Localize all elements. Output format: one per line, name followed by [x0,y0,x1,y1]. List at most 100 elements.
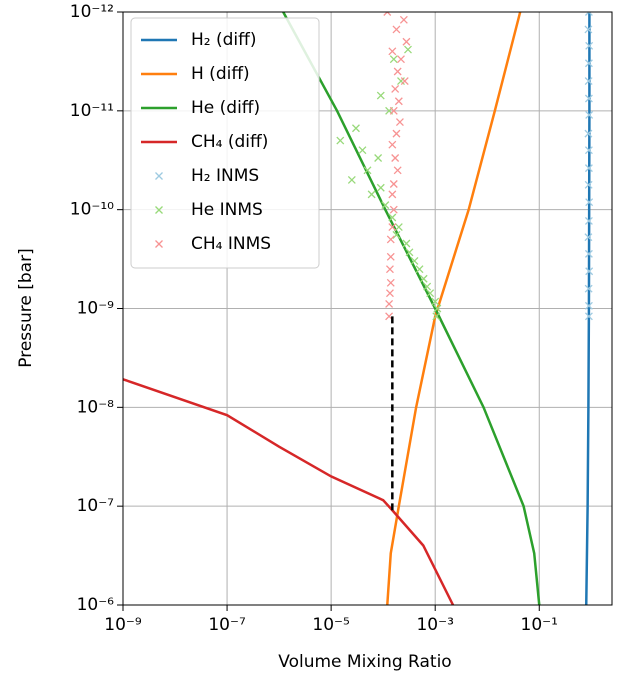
marker-stroke [584,312,593,321]
marker [385,289,394,298]
marker-stroke [433,304,442,313]
marker-stroke [389,205,398,214]
marker-stroke [584,180,593,189]
marker [155,206,163,214]
legend-label: H (diff) [191,64,250,84]
marker [584,233,593,242]
x-tick-label: 10⁻⁷ [208,615,246,635]
marker-stroke [389,55,398,64]
line [282,12,541,605]
marker-stroke [393,166,402,175]
y-tick-label: 10⁻⁷ [77,496,115,516]
marker [388,47,397,56]
marker [426,289,435,298]
marker [584,12,593,16]
marker-stroke [155,172,163,180]
marker-stroke [367,190,376,199]
marker-stroke [336,136,345,145]
marker [585,110,594,119]
marker [351,124,360,133]
marker [395,118,404,127]
marker [155,240,163,248]
marker [385,300,394,308]
y-tick-label: 10⁻¹¹ [70,101,114,121]
marker-stroke [388,47,397,56]
marker-stroke [402,37,411,46]
marker-stroke [389,180,398,188]
marker-stroke [385,300,394,308]
marker-stroke [376,91,385,100]
marker [585,267,594,276]
marker [404,45,412,54]
marker-stroke [423,282,432,291]
marker [394,223,403,232]
marker [391,84,400,93]
x-axis-label: Volume Mixing Ratio [278,652,451,672]
marker [367,190,376,199]
marker [402,37,411,46]
marker-stroke [392,129,401,138]
line [386,12,522,605]
marker [358,146,367,155]
marker [393,166,402,175]
marker [388,190,397,199]
marker-stroke [386,12,392,16]
y-tick-label: 10⁻⁶ [77,595,115,615]
marker-stroke [584,146,593,155]
y-tick-label: 10⁻⁹ [77,299,115,319]
marker [423,282,432,291]
marker [391,154,400,162]
marker-stroke [385,265,394,274]
x-tick-label: 10⁻⁹ [104,615,142,635]
marker-stroke [388,140,397,149]
legend-label: He (diff) [191,98,260,118]
marker-stroke [404,45,412,54]
marker [405,248,414,257]
marker-stroke [584,59,593,68]
marker [393,67,402,76]
marker-stroke [405,248,414,257]
marker-stroke [584,284,593,293]
marker-stroke [584,164,593,173]
marker [389,205,398,214]
marker-stroke [385,312,394,321]
marker-stroke [347,175,356,184]
marker [374,154,383,162]
marker [383,12,392,16]
marker-stroke [391,84,400,93]
marker-stroke [385,289,394,298]
marker [584,284,593,293]
plot-area [123,12,594,605]
marker-stroke [426,289,435,298]
marker [389,180,398,188]
marker-stroke [584,301,593,310]
marker [410,256,419,265]
marker-stroke [584,249,593,258]
marker [336,136,345,145]
marker-stroke [388,223,397,232]
marker-stroke [394,97,403,106]
marker-stroke [351,124,360,133]
marker [584,312,593,321]
line [585,12,591,605]
marker [584,146,593,155]
marker [584,249,593,258]
y-tick-label: 10⁻¹⁰ [70,200,114,220]
x-tick-label: 10⁻³ [416,615,453,635]
legend-label: H₂ INMS [191,166,259,186]
y-axis-label: Pressure [bar] [16,248,36,367]
marker [363,166,372,175]
marker [392,129,401,138]
marker [585,198,594,207]
marker-stroke [376,183,385,192]
y-tick-label: 10⁻⁸ [77,397,115,417]
legend-label: H₂ (diff) [191,30,257,50]
marker [386,252,395,261]
marker [584,129,593,138]
marker [584,25,593,34]
marker-stroke [584,94,593,103]
marker-stroke [397,55,405,64]
marker [385,265,394,274]
marker-stroke [388,190,397,199]
